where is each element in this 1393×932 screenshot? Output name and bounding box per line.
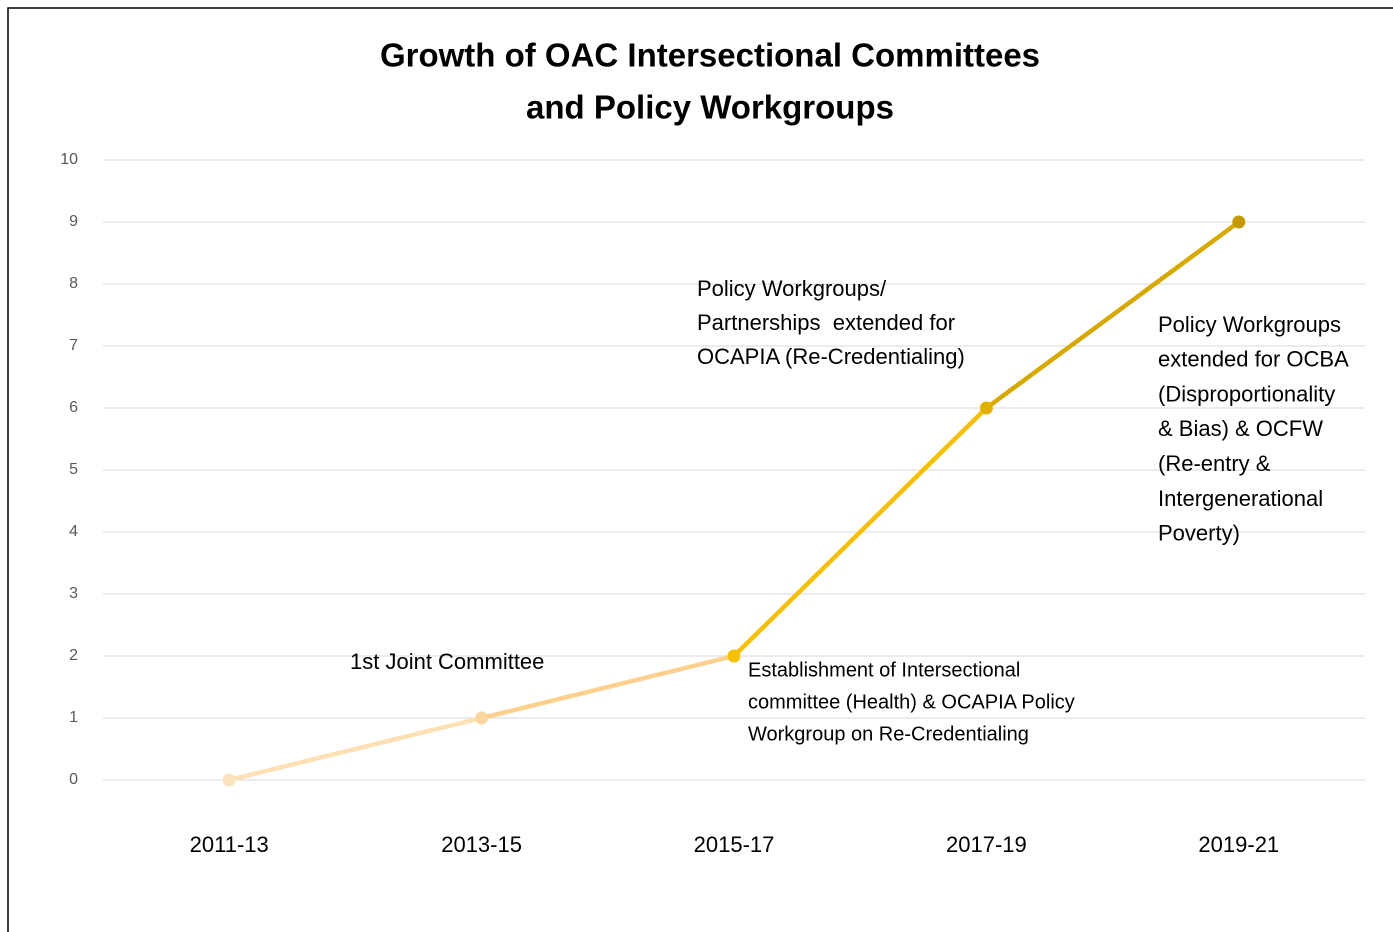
- chart-title: and Policy Workgroups: [526, 89, 894, 126]
- annotation: 1st Joint Committee: [350, 649, 544, 674]
- y-tick-label: 7: [69, 337, 78, 354]
- data-point: [475, 711, 489, 725]
- x-tick-label: 2011-13: [190, 832, 269, 857]
- annotation: & Bias) & OCFW: [1158, 416, 1323, 441]
- data-point: [222, 773, 236, 787]
- annotation: OCAPIA (Re-Credentialing): [697, 344, 965, 369]
- y-tick-label: 5: [69, 461, 78, 478]
- annotation: Policy Workgroups/: [697, 276, 887, 301]
- y-tick-label: 2: [69, 647, 78, 664]
- line-segment: [226, 715, 484, 783]
- chart-title: Growth of OAC Intersectional Committees: [380, 37, 1040, 74]
- line-segment: [731, 405, 989, 659]
- annotation: Policy Workgroups: [1158, 312, 1341, 337]
- x-tick-label: 2019-21: [1198, 832, 1279, 857]
- annotation: Partnerships extended for: [697, 310, 955, 335]
- y-tick-label: 0: [69, 771, 78, 788]
- y-tick-label: 4: [69, 523, 78, 540]
- data-point: [727, 649, 741, 663]
- annotation: Intergenerational: [1158, 486, 1323, 511]
- y-tick-label: 8: [69, 275, 78, 292]
- data-point: [1232, 215, 1246, 229]
- annotation: Workgroup on Re-Credentialing: [748, 723, 1029, 745]
- annotation: extended for OCBA: [1158, 347, 1349, 372]
- annotation: committee (Health) & OCAPIA Policy: [748, 691, 1075, 713]
- line-segment: [479, 653, 737, 721]
- line-segment: [984, 219, 1242, 411]
- y-tick-label: 6: [69, 399, 78, 416]
- y-tick-label: 9: [69, 213, 78, 230]
- annotation: (Re-entry &: [1158, 451, 1271, 476]
- y-tick-label: 1: [69, 709, 78, 726]
- x-tick-label: 2013-15: [441, 832, 522, 857]
- x-tick-label: 2017-19: [946, 832, 1027, 857]
- x-tick-label: 2015-17: [694, 832, 775, 857]
- y-tick-label: 10: [60, 151, 78, 168]
- annotation: (Disproportionality: [1158, 381, 1335, 406]
- annotation: Poverty): [1158, 521, 1240, 546]
- y-tick-label: 3: [69, 585, 78, 602]
- annotation: Establishment of Intersectional: [748, 659, 1020, 681]
- data-point: [979, 401, 993, 415]
